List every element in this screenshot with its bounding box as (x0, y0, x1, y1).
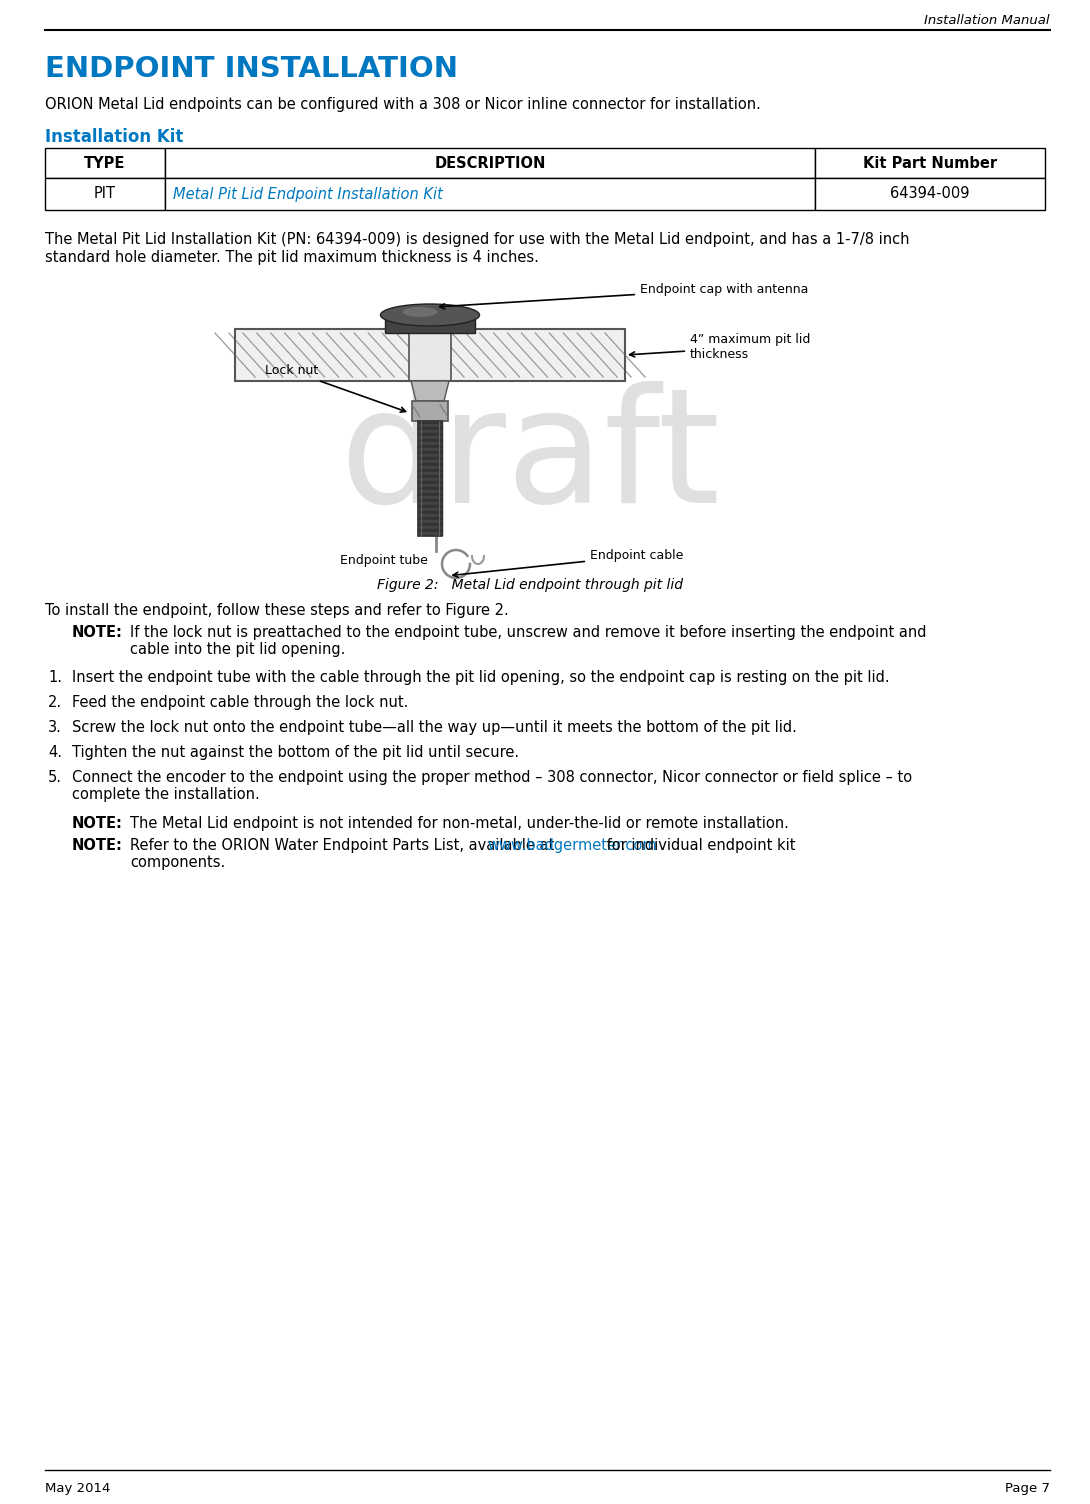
Text: May 2014: May 2014 (45, 1481, 110, 1495)
Bar (417, 421, 443, 535)
Text: Refer to the ORION Water Endpoint Parts List, available at: Refer to the ORION Water Endpoint Parts … (130, 838, 559, 853)
Bar (815, 147, 1045, 177)
Text: Endpoint cap with antenna: Endpoint cap with antenna (439, 283, 809, 308)
Text: DESCRIPTION: DESCRIPTION (434, 155, 546, 170)
Text: Connect the encoder to the endpoint using the proper method – 308 connector, Nic: Connect the encoder to the endpoint usin… (72, 770, 912, 785)
Text: www.badgermeter.com: www.badgermeter.com (487, 838, 656, 853)
Text: Installation Kit: Installation Kit (45, 128, 183, 146)
Text: ORION Metal Lid endpoints can be configured with a 308 or Nicor inline connector: ORION Metal Lid endpoints can be configu… (45, 96, 761, 111)
Bar (235, 329, 625, 381)
Polygon shape (411, 381, 449, 402)
Ellipse shape (380, 304, 480, 326)
Text: Installation Manual: Installation Manual (924, 14, 1050, 27)
Text: ENDPOINT INSTALLATION: ENDPOINT INSTALLATION (45, 56, 458, 83)
Bar (409, 329, 451, 381)
Bar (235, 329, 625, 381)
Text: 4” maximum pit lid
thickness: 4” maximum pit lid thickness (630, 332, 810, 361)
Text: 3.: 3. (48, 720, 62, 735)
Text: NOTE:: NOTE: (72, 838, 123, 853)
Text: NOTE:: NOTE: (72, 817, 123, 832)
Text: components.: components. (130, 854, 226, 869)
Bar (45, 177, 165, 211)
Text: Feed the endpoint cable through the lock nut.: Feed the endpoint cable through the lock… (72, 695, 409, 710)
Bar (165, 147, 815, 177)
Text: 64394-009: 64394-009 (891, 186, 970, 202)
Text: Lock nut: Lock nut (265, 364, 405, 412)
Bar (45, 147, 165, 177)
Bar (165, 177, 815, 211)
Text: standard hole diameter. The pit lid maximum thickness is 4 inches.: standard hole diameter. The pit lid maxi… (45, 250, 538, 265)
Text: Screw the lock nut onto the endpoint tube—all the way up—until it meets the bott: Screw the lock nut onto the endpoint tub… (72, 720, 797, 735)
Text: Page 7: Page 7 (1005, 1481, 1050, 1495)
Text: Kit Part Number: Kit Part Number (863, 155, 997, 170)
Text: complete the installation.: complete the installation. (72, 787, 259, 802)
Text: cable into the pit lid opening.: cable into the pit lid opening. (130, 642, 346, 657)
Text: 2.: 2. (48, 695, 62, 710)
Text: If the lock nut is preattached to the endpoint tube, unscrew and remove it befor: If the lock nut is preattached to the en… (130, 626, 926, 641)
Text: for individual endpoint kit: for individual endpoint kit (602, 838, 796, 853)
Text: TYPE: TYPE (84, 155, 125, 170)
Text: draft: draft (339, 381, 720, 535)
Ellipse shape (402, 307, 437, 317)
Text: NOTE:: NOTE: (72, 626, 123, 641)
Text: Tighten the nut against the bottom of the pit lid until secure.: Tighten the nut against the bottom of th… (72, 744, 519, 760)
Text: Metal Pit Lid Endpoint Installation Kit: Metal Pit Lid Endpoint Installation Kit (173, 186, 443, 202)
Text: Insert the endpoint tube with the cable through the pit lid opening, so the endp: Insert the endpoint tube with the cable … (72, 669, 889, 684)
Text: Figure 2:   Metal Lid endpoint through pit lid: Figure 2: Metal Lid endpoint through pit… (377, 578, 683, 593)
Bar (385, 314, 475, 332)
Bar (815, 177, 1045, 211)
Text: 1.: 1. (48, 669, 62, 684)
Text: The Metal Lid endpoint is not intended for non-metal, under-the-lid or remote in: The Metal Lid endpoint is not intended f… (130, 817, 789, 832)
Text: 5.: 5. (48, 770, 62, 785)
Text: 4.: 4. (48, 744, 62, 760)
Text: Endpoint cable: Endpoint cable (453, 549, 683, 578)
Text: PIT: PIT (94, 186, 116, 202)
Bar (412, 402, 448, 421)
Text: To install the endpoint, follow these steps and refer to Figure 2.: To install the endpoint, follow these st… (45, 603, 509, 618)
Text: The Metal Pit Lid Installation Kit (PN: 64394-009) is designed for use with the : The Metal Pit Lid Installation Kit (PN: … (45, 232, 909, 247)
Text: Endpoint tube: Endpoint tube (340, 553, 428, 567)
